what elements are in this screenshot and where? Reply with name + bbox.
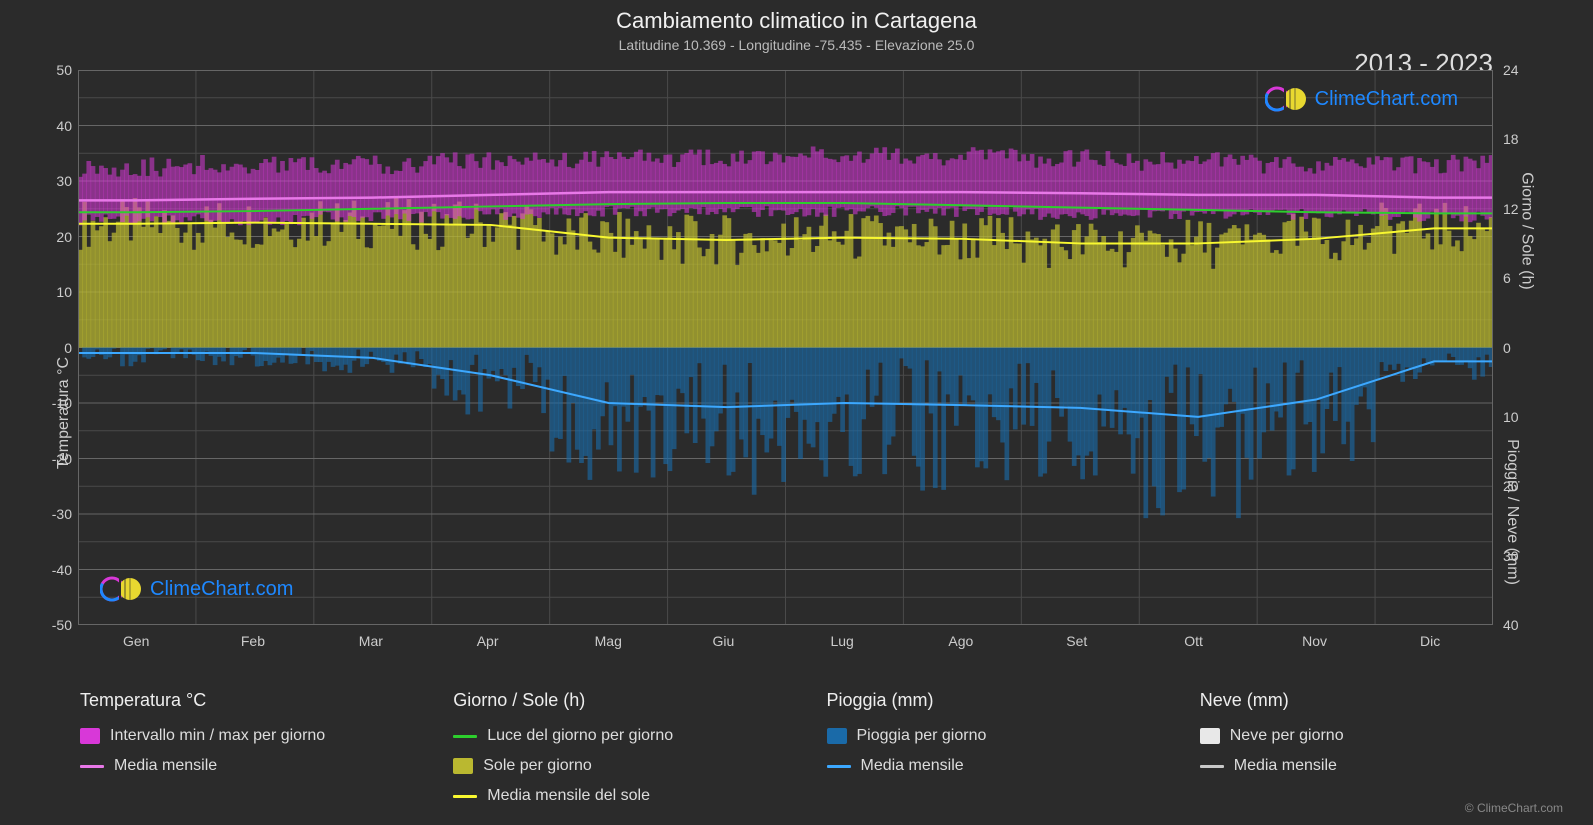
month-tick-label: Mar: [359, 633, 383, 649]
y-axis-right-top-label: Giorno / Sole (h): [1517, 172, 1535, 289]
chart-title: Cambiamento climatico in Cartagena: [0, 8, 1593, 34]
legend: Temperatura °C Intervallo min / max per …: [80, 690, 1533, 805]
left-tick-label: 40: [56, 118, 72, 134]
left-tick-label: 0: [64, 340, 72, 356]
month-tick-label: Feb: [241, 633, 265, 649]
watermark-logo-icon: [100, 575, 144, 603]
legend-col-rain: Pioggia (mm) Pioggia per giorno Media me…: [827, 690, 1160, 805]
right-tick-label: 24: [1503, 62, 1519, 78]
month-tick-label: Gen: [123, 633, 149, 649]
right-tick-label: 40: [1503, 617, 1519, 633]
watermark-top: ClimeChart.com: [1265, 85, 1458, 113]
legend-header: Neve (mm): [1200, 690, 1533, 711]
month-tick-label: Mag: [595, 633, 622, 649]
legend-item: Media mensile: [1200, 757, 1533, 775]
plot-area: [78, 70, 1493, 625]
legend-item: Sole per giorno: [453, 757, 786, 775]
swatch-temp-mean: [80, 765, 104, 768]
plot-svg: [78, 70, 1493, 625]
legend-label: Sole per giorno: [483, 757, 592, 775]
month-tick-label: Dic: [1420, 633, 1440, 649]
copyright-text: © ClimeChart.com: [1465, 801, 1563, 815]
month-tick-label: Nov: [1302, 633, 1327, 649]
left-tick-label: 50: [56, 62, 72, 78]
watermark-text: ClimeChart.com: [150, 578, 293, 601]
watermark-bottom: ClimeChart.com: [100, 575, 293, 603]
right-tick-label: 20: [1503, 478, 1519, 494]
legend-label: Media mensile: [114, 757, 217, 775]
legend-col-temperature: Temperatura °C Intervallo min / max per …: [80, 690, 413, 805]
right-tick-label: 18: [1503, 131, 1519, 147]
left-tick-label: -40: [52, 562, 72, 578]
legend-label: Media mensile: [861, 757, 964, 775]
left-tick-label: -30: [52, 506, 72, 522]
month-tick-label: Lug: [830, 633, 853, 649]
legend-item: Luce del giorno per giorno: [453, 727, 786, 745]
legend-header: Giorno / Sole (h): [453, 690, 786, 711]
left-tick-label: -10: [52, 395, 72, 411]
watermark-logo-icon: [1265, 85, 1309, 113]
left-tick-label: 20: [56, 229, 72, 245]
legend-label: Luce del giorno per giorno: [487, 727, 673, 745]
watermark-text: ClimeChart.com: [1315, 88, 1458, 111]
left-tick-label: 30: [56, 173, 72, 189]
right-tick-label: 0: [1503, 340, 1511, 356]
legend-item: Intervallo min / max per giorno: [80, 727, 413, 745]
swatch-sun-mean: [453, 795, 477, 798]
month-tick-label: Giu: [713, 633, 735, 649]
legend-item: Pioggia per giorno: [827, 727, 1160, 745]
right-tick-label: 30: [1503, 548, 1519, 564]
month-tick-label: Ago: [948, 633, 973, 649]
legend-item: Media mensile: [80, 757, 413, 775]
legend-col-daylight: Giorno / Sole (h) Luce del giorno per gi…: [453, 690, 786, 805]
legend-label: Pioggia per giorno: [857, 727, 987, 745]
legend-label: Media mensile: [1234, 757, 1337, 775]
month-tick-label: Apr: [477, 633, 499, 649]
month-tick-label: Set: [1066, 633, 1087, 649]
swatch-temp-range: [80, 728, 100, 744]
left-tick-label: -50: [52, 617, 72, 633]
swatch-rain-mean: [827, 765, 851, 768]
legend-header: Pioggia (mm): [827, 690, 1160, 711]
left-tick-label: 10: [56, 284, 72, 300]
legend-header: Temperatura °C: [80, 690, 413, 711]
legend-item: Media mensile: [827, 757, 1160, 775]
legend-label: Media mensile del sole: [487, 787, 650, 805]
swatch-rain-fill: [827, 728, 847, 744]
left-tick-label: -20: [52, 451, 72, 467]
month-tick-label: Ott: [1184, 633, 1203, 649]
right-tick-label: 10: [1503, 409, 1519, 425]
climate-chart: Cambiamento climatico in Cartagena Latit…: [0, 0, 1593, 825]
right-tick-label: 6: [1503, 270, 1511, 286]
legend-item: Neve per giorno: [1200, 727, 1533, 745]
legend-item: Media mensile del sole: [453, 787, 786, 805]
swatch-daylight-line: [453, 735, 477, 738]
title-block: Cambiamento climatico in Cartagena Latit…: [0, 0, 1593, 53]
legend-col-snow: Neve (mm) Neve per giorno Media mensile: [1200, 690, 1533, 805]
swatch-snow-mean: [1200, 765, 1224, 768]
legend-label: Neve per giorno: [1230, 727, 1344, 745]
legend-label: Intervallo min / max per giorno: [110, 727, 325, 745]
swatch-sun-fill: [453, 758, 473, 774]
right-tick-label: 12: [1503, 201, 1519, 217]
swatch-snow-fill: [1200, 728, 1220, 744]
